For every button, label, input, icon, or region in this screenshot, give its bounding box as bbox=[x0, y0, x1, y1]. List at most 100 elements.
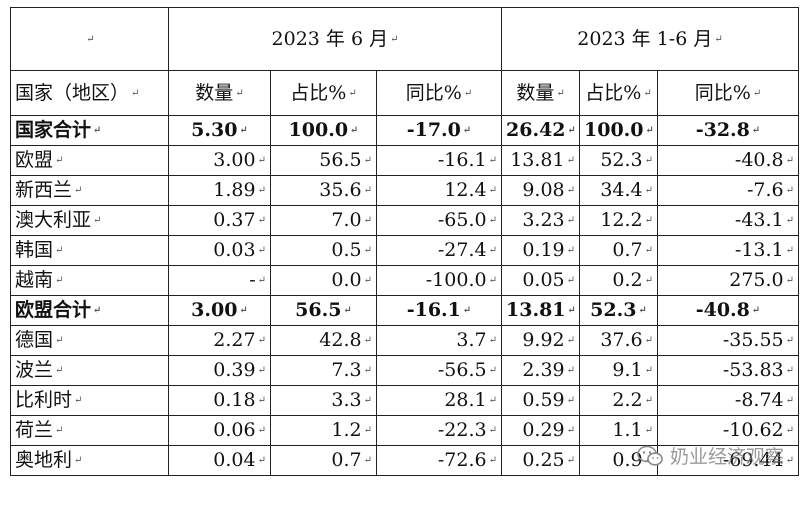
june-qty-cell: 1.89 ↵ bbox=[168, 175, 271, 206]
june-qty-cell: 0.18 ↵ bbox=[168, 385, 271, 416]
country-cell-text: 德国 bbox=[15, 329, 54, 351]
country-cell-text: 荷兰 bbox=[15, 419, 54, 441]
blank-corner-cell: ↵ bbox=[10, 7, 169, 71]
table-row: 荷兰 ↵ 0.06 ↵ 1.2 ↵ -22.3 ↵ 0.29 ↵ 1.1 ↵ -10.62 ↵ bbox=[10, 415, 800, 446]
june-yoy-cell: 3.7 ↵ bbox=[375, 325, 503, 356]
country-cell: 新西兰 ↵ bbox=[10, 175, 169, 206]
ytd-share-cell: 37.6 ↵ bbox=[579, 325, 659, 356]
ytd-share-cell-text: 34.4 bbox=[600, 179, 643, 201]
june-share-cell: 100.0 ↵ bbox=[270, 115, 377, 146]
ytd-share-cell: 0.2 ↵ bbox=[579, 265, 659, 296]
country-cell: 越南 ↵ bbox=[10, 265, 169, 296]
ytd-qty-cell-text: 0.25 bbox=[522, 449, 565, 471]
total-row: 欧盟合计 ↵ 3.00 ↵ 56.5 ↵ -16.1 ↵ 13.81 ↵ 52.3 ↵ -40.8 ↵ bbox=[10, 295, 800, 326]
june-qty-cell: - ↵ bbox=[168, 265, 271, 296]
june-yoy-cell: -72.6 ↵ bbox=[375, 445, 503, 476]
ytd-yoy-cell-text: -53.83 bbox=[722, 359, 784, 381]
ytd-qty-cell: 0.05 ↵ bbox=[501, 265, 581, 296]
table-row: 越南 ↵ - ↵ 0.0 ↵ -100.0 ↵ 0.05 ↵ 0.2 ↵ 275.0 ↵ bbox=[10, 265, 800, 296]
ytd-yoy-cell: 275.0 ↵ bbox=[657, 265, 800, 296]
june-share-cell: 35.6 ↵ bbox=[270, 175, 377, 206]
ytd-qty-cell-text: 26.42 bbox=[506, 119, 566, 141]
ytd-qty-cell: 0.25 ↵ bbox=[501, 445, 581, 476]
ytd-yoy-cell: -8.74 ↵ bbox=[657, 385, 800, 416]
ytd-yoy-cell: -43.1 ↵ bbox=[657, 205, 800, 236]
june-share-cell: 7.3 ↵ bbox=[270, 355, 377, 386]
june-qty-cell-text: 0.18 bbox=[213, 389, 256, 411]
ytd-yoy-cell-text: -10.62 bbox=[722, 419, 784, 441]
ytd-qty-cell-text: 0.29 bbox=[522, 419, 565, 441]
country-cell: 欧盟 ↵ bbox=[10, 145, 169, 176]
country-cell-text: 新西兰 bbox=[15, 179, 73, 201]
table-row: 德国 ↵ 2.27 ↵ 42.8 ↵ 3.7 ↵ 9.92 ↵ 37.6 ↵ -35.55 ↵ bbox=[10, 325, 800, 356]
june-share-cell-text: 0.5 bbox=[331, 239, 362, 261]
june-yoy-cell-text: -56.5 bbox=[437, 359, 487, 381]
column-header-row: 国家（地区） ↵ 数量 ↵ 占比% ↵ 同比% ↵ 数量 ↵ 占比% ↵ 同比% ↵ bbox=[10, 70, 800, 116]
june-yoy-cell: -100.0 ↵ bbox=[375, 265, 503, 296]
june-qty-cell-text: 0.03 bbox=[213, 239, 256, 261]
june-yoy-cell: 12.4 ↵ bbox=[375, 175, 503, 206]
ytd-yoy-cell: -40.8 ↵ bbox=[657, 145, 800, 176]
ytd-yoy-cell-text: -35.55 bbox=[722, 329, 784, 351]
ytd-yoy-cell-text: -13.1 bbox=[734, 239, 784, 261]
country-cell: 欧盟合计 ↵ bbox=[10, 295, 169, 326]
june-share-cell: 7.0 ↵ bbox=[270, 205, 377, 236]
june-share-cell-text: 42.8 bbox=[319, 329, 362, 351]
table-body: 国家合计 ↵ 5.30 ↵ 100.0 ↵ -17.0 ↵ 26.42 ↵ 100.0 ↵ -32.8 ↵… bbox=[10, 115, 800, 476]
june-share-cell-text: 0.0 bbox=[331, 269, 362, 291]
june-share-cell: 56.5 ↵ bbox=[270, 295, 377, 326]
country-cell: 比利时 ↵ bbox=[10, 385, 169, 416]
june-yoy-cell-text: -16.1 bbox=[437, 149, 487, 171]
country-cell: 荷兰 ↵ bbox=[10, 415, 169, 446]
ytd-share-cell-text: 1.1 bbox=[612, 419, 643, 441]
june-yoy-cell: -65.0 ↵ bbox=[375, 205, 503, 236]
june-yoy-cell-text: -27.4 bbox=[437, 239, 487, 261]
country-cell-text: 澳大利亚 bbox=[15, 209, 92, 231]
june-qty-cell: 3.00 ↵ bbox=[168, 295, 271, 326]
ytd-qty-cell: 0.59 ↵ bbox=[501, 385, 581, 416]
june-qty-cell-text: 2.27 bbox=[213, 329, 256, 351]
table-row: 波兰 ↵ 0.39 ↵ 7.3 ↵ -56.5 ↵ 2.39 ↵ 9.1 ↵ -53.83 ↵ bbox=[10, 355, 800, 386]
country-cell-text: 奥地利 bbox=[15, 449, 73, 471]
ytd-yoy-cell-text: -8.74 bbox=[734, 389, 784, 411]
ytd-qty-cell: 13.81 ↵ bbox=[501, 295, 581, 326]
ytd-share-cell: 52.3 ↵ bbox=[579, 145, 659, 176]
country-cell-text: 韩国 bbox=[15, 239, 54, 261]
june-yoy-cell-text: 3.7 bbox=[456, 329, 487, 351]
ytd-qty-cell: 2.39 ↵ bbox=[501, 355, 581, 386]
ytd-qty-cell: 0.19 ↵ bbox=[501, 235, 581, 266]
june-share-cell-text: 7.3 bbox=[331, 359, 362, 381]
june-yoy-cell: 28.1 ↵ bbox=[375, 385, 503, 416]
june-share-cell: 0.5 ↵ bbox=[270, 235, 377, 266]
ytd-share-cell: 52.3 ↵ bbox=[579, 295, 659, 326]
country-cell: 德国 ↵ bbox=[10, 325, 169, 356]
country-column-header: 国家（地区） ↵ bbox=[10, 70, 169, 116]
june-share-cell-text: 100.0 bbox=[288, 119, 349, 141]
ytd-share-cell-text: 9.1 bbox=[612, 359, 643, 381]
june-share-cell: 1.2 ↵ bbox=[270, 415, 377, 446]
country-cell: 国家合计 ↵ bbox=[10, 115, 169, 146]
june-yoy-cell: -17.0 ↵ bbox=[375, 115, 503, 146]
june-qty-cell: 0.03 ↵ bbox=[168, 235, 271, 266]
ytd-yoy-cell-text: -40.8 bbox=[695, 299, 750, 321]
ytd-qty-cell-text: 0.05 bbox=[522, 269, 565, 291]
june-share-cell: 56.5 ↵ bbox=[270, 145, 377, 176]
country-cell: 波兰 ↵ bbox=[10, 355, 169, 386]
ytd-share-cell: 34.4 ↵ bbox=[579, 175, 659, 206]
ytd-share-cell: 1.1 ↵ bbox=[579, 415, 659, 446]
june-yoy-cell: -22.3 ↵ bbox=[375, 415, 503, 446]
june-qty-cell: 0.06 ↵ bbox=[168, 415, 271, 446]
ytd-share-cell: 12.2 ↵ bbox=[579, 205, 659, 236]
june-qty-cell-text: 3.00 bbox=[213, 149, 256, 171]
ytd-qty-cell: 0.29 ↵ bbox=[501, 415, 581, 446]
ytd-share-cell-text: 12.2 bbox=[600, 209, 643, 231]
country-cell-text: 波兰 bbox=[15, 359, 54, 381]
june-yoy-cell: -16.1 ↵ bbox=[375, 145, 503, 176]
ytd-qty-cell-text: 13.81 bbox=[510, 149, 565, 171]
ytd-share-cell-text: 0.9 bbox=[612, 449, 643, 471]
june-yoy-cell-text: -16.1 bbox=[406, 299, 461, 321]
ytd-share-cell-text: 37.6 bbox=[600, 329, 643, 351]
country-cell-text: 比利时 bbox=[15, 389, 73, 411]
ytd-qty-cell: 9.92 ↵ bbox=[501, 325, 581, 356]
june-qty-cell: 2.27 ↵ bbox=[168, 325, 271, 356]
